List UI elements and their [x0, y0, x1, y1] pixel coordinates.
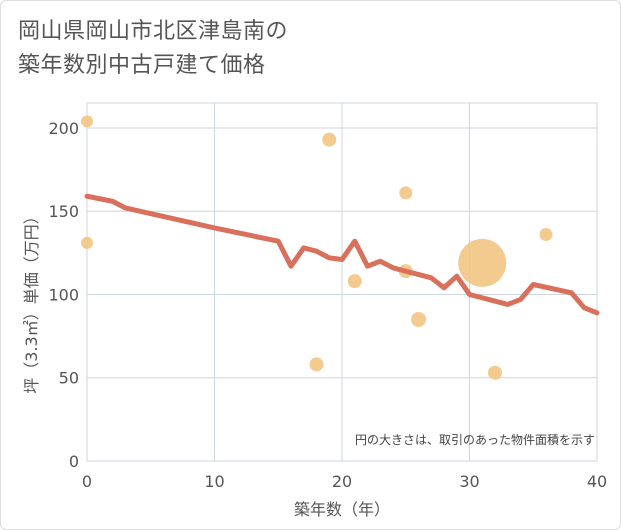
data-bubble — [309, 357, 324, 372]
data-bubble — [458, 238, 507, 287]
data-bubble — [399, 186, 413, 200]
title-line-2: 築年数別中古戸建て価格 — [18, 53, 266, 78]
y-tick-label: 0 — [69, 452, 79, 471]
data-bubble — [322, 132, 337, 147]
bubble-size-note: 円の大きさは、取引のあった物件面積を示す — [355, 432, 595, 447]
x-tick-label: 20 — [332, 472, 352, 491]
x-tick-label: 30 — [459, 472, 479, 491]
data-bubble — [488, 365, 502, 380]
trend-line — [84, 193, 600, 316]
x-tick-label: 40 — [587, 472, 607, 491]
chart-title: 岡山県岡山市北区津島南の 築年数別中古戸建て価格 — [18, 15, 288, 83]
data-bubble — [347, 274, 362, 289]
data-bubble — [539, 228, 553, 242]
data-bubble — [81, 236, 93, 249]
y-tick-label: 50 — [59, 369, 79, 388]
title-line-1: 岡山県岡山市北区津島南の — [18, 19, 289, 44]
x-tick-label: 10 — [204, 472, 224, 491]
data-bubble — [81, 115, 93, 128]
y-axis-label: 坪（3.3㎡）単価（万円） — [22, 208, 41, 393]
y-tick-label: 150 — [48, 202, 79, 221]
data-bubble — [411, 311, 426, 327]
y-tick-label: 100 — [48, 285, 79, 304]
x-tick-label: 0 — [82, 472, 92, 491]
y-tick-label: 200 — [48, 119, 79, 138]
x-axis-label: 築年数（年） — [294, 500, 390, 519]
